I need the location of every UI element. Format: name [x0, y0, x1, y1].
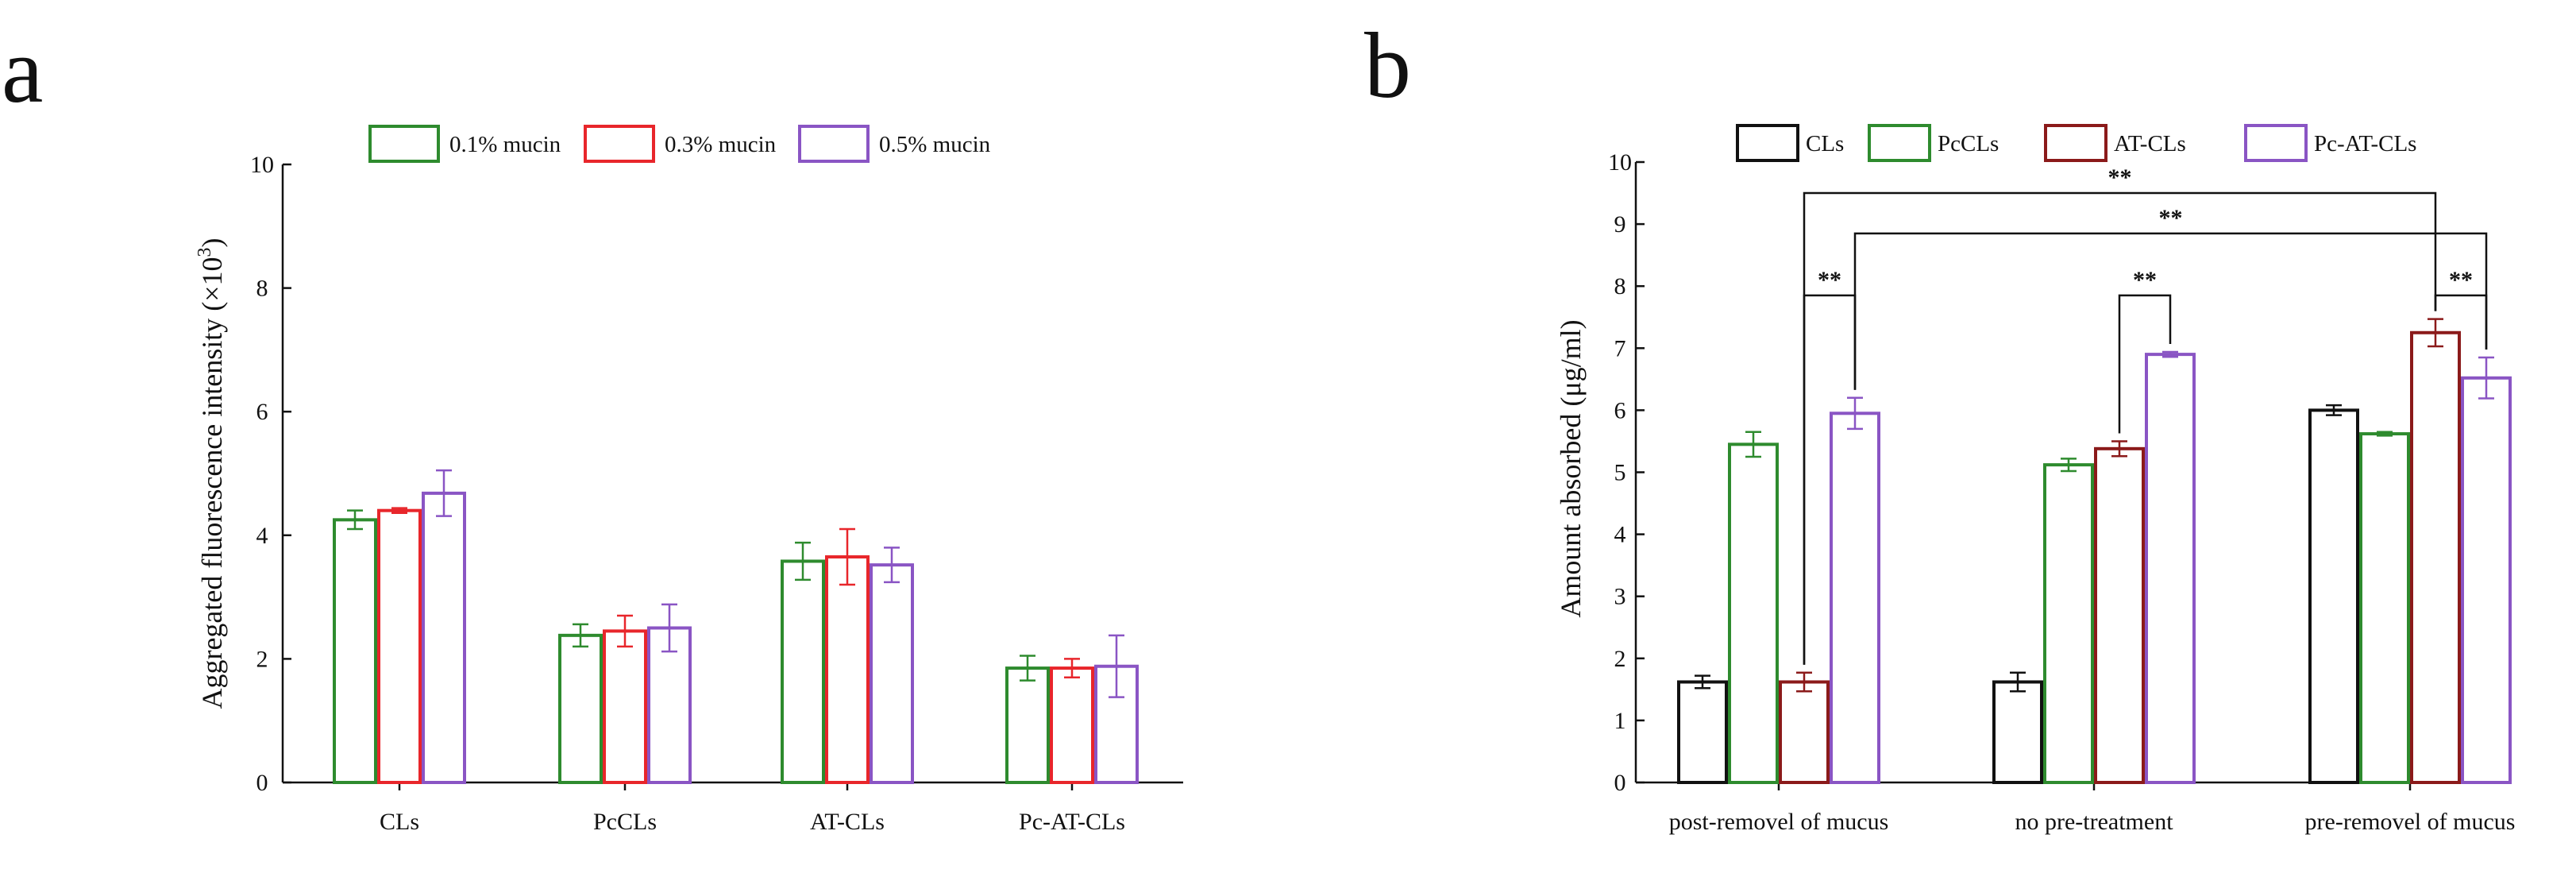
bar [781, 559, 825, 784]
bar [603, 629, 647, 785]
significance-label: ** [1818, 267, 1841, 293]
bar [2145, 353, 2196, 784]
legend-swatch [798, 125, 870, 163]
legend-swatch [2044, 124, 2107, 162]
bar [1728, 442, 1779, 784]
legend-swatch [1868, 124, 1931, 162]
bar [825, 555, 870, 785]
legend-label: AT-CLs [2114, 131, 2186, 156]
legend-swatch [368, 125, 440, 163]
legend-label: CLs [1806, 131, 1844, 156]
y-tick-label: 6 [1614, 397, 1626, 423]
legend-label: Pc-AT-CLs [2314, 131, 2416, 156]
x-tick-label: Pc-AT-CLs [1019, 809, 1125, 835]
x-tick-label: CLs [380, 809, 419, 835]
significance-bracket [2118, 294, 2172, 434]
y-tick-label: 0 [256, 770, 268, 796]
x-tick-label: PcCLs [593, 809, 657, 835]
significance-label: ** [2159, 205, 2183, 231]
bar [1050, 666, 1094, 784]
y-tick-label: 7 [1614, 335, 1626, 361]
x-tick-label: post-removel of mucus [1669, 809, 1889, 835]
x-tick-label: no pre-treatment [2015, 809, 2173, 835]
bar [1677, 680, 1728, 785]
significance-label: ** [2449, 267, 2473, 293]
y-tick-label: 8 [256, 276, 268, 302]
bar [647, 626, 692, 784]
y-tick-label: 10 [1608, 149, 1632, 176]
legend-label: PcCLs [1938, 131, 1999, 156]
legend-label: 0.3% mucin [665, 132, 777, 157]
bar [1830, 411, 1880, 784]
bar [2094, 446, 2145, 785]
bar [333, 518, 377, 784]
bar [2410, 330, 2461, 784]
panel-letter-a: a [2, 18, 43, 122]
y-tick-label: 8 [1614, 273, 1626, 299]
bar [422, 491, 466, 784]
significance-bracket [1853, 232, 2488, 390]
bar [1779, 680, 1830, 785]
bar [1005, 666, 1050, 784]
y-axis-title-superscript: 3 [195, 247, 215, 257]
y-axis-title: Amount absorbed (μg/ml) [1555, 319, 1587, 617]
legend-label: 0.5% mucin [879, 132, 991, 157]
bar [2308, 408, 2359, 785]
panel-letter-b: b [1364, 14, 1411, 118]
x-tick-label: AT-CLs [810, 809, 885, 835]
y-tick-label: 5 [1614, 460, 1626, 486]
y-tick-label: 9 [1614, 211, 1626, 238]
y-axis-title-text: Aggregated fluorescence intensity (×10 [196, 257, 228, 709]
y-tick-label: 1 [1614, 708, 1626, 734]
chart-a: 0 2 4 6 8 10 CLs PcCLs AT-CLs Pc-AT-CLs Aggregated… [195, 125, 1183, 835]
legend-swatch [2244, 124, 2308, 162]
y-tick-label: 6 [256, 399, 268, 425]
legend-swatch [584, 125, 655, 163]
x-tick-label: pre-removel of mucus [2305, 809, 2516, 835]
y-tick-label: 10 [250, 152, 274, 178]
y-tick-label: 2 [1614, 646, 1626, 672]
chart-b: 0 1 2 3 4 5 6 7 8 9 10 post-removel of mucus no pre-… [1555, 124, 2516, 835]
y-axis-title-text: Amount absorbed (μg/ml) [1555, 319, 1587, 617]
significance-label: ** [2133, 267, 2157, 293]
significance-label: ** [2108, 164, 2132, 191]
legend-swatch [1736, 124, 1799, 162]
y-tick-label: 2 [256, 646, 268, 672]
y-tick-label: 4 [256, 523, 268, 549]
significance-bracket [1803, 191, 2437, 665]
bar [2359, 432, 2410, 784]
bar [377, 508, 422, 784]
legend-label: 0.1% mucin [449, 132, 561, 157]
bar [558, 633, 603, 784]
y-tick-label: 4 [1614, 522, 1626, 548]
bar [870, 563, 914, 784]
y-axis-title-close: ) [196, 238, 228, 247]
bar [1992, 680, 2043, 785]
bar [2043, 463, 2094, 784]
y-tick-label: 3 [1614, 584, 1626, 610]
y-axis-title: Aggregated fluorescence intensity (×103) [195, 238, 228, 709]
bar [2461, 376, 2512, 784]
y-tick-label: 0 [1614, 770, 1626, 796]
